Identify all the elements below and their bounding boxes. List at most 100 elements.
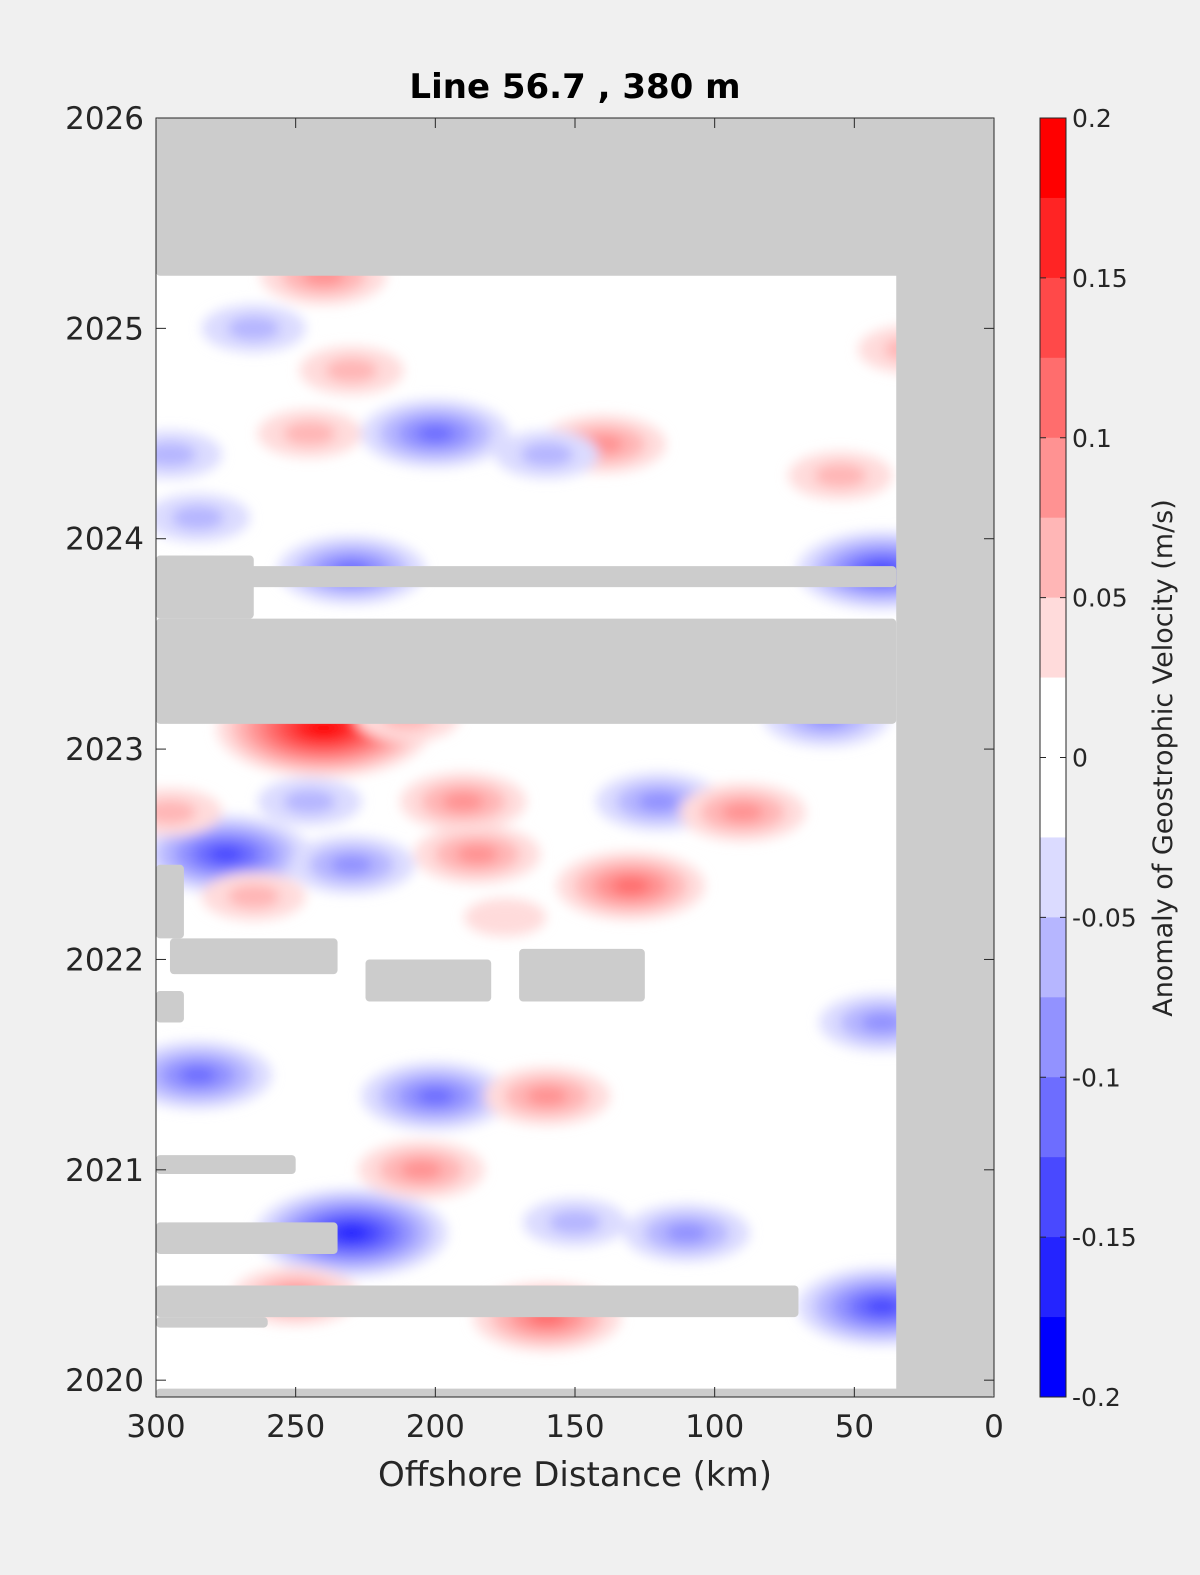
- colorbar-label: Anomaly of Geostrophic Velocity (m/s): [1148, 499, 1179, 1017]
- missing-data-region: [156, 864, 184, 939]
- contour-band: [521, 442, 574, 467]
- contour-band: [612, 877, 650, 895]
- missing-data-regions: [156, 118, 994, 1397]
- anomaly-blob: [523, 1198, 627, 1247]
- anomaly-blob: [484, 1067, 611, 1126]
- anomaly-blob: [201, 304, 306, 353]
- missing-data-region: [156, 1285, 799, 1318]
- colorbar-segment: [1040, 677, 1066, 758]
- anomaly-blob: [400, 772, 527, 831]
- x-tick-label: 50: [835, 1409, 874, 1445]
- contour-band: [814, 463, 867, 488]
- colorbar-tick-label: 0.05: [1072, 584, 1128, 613]
- missing-data-region: [156, 1317, 268, 1328]
- x-axis-ticks: 300 250 200 150 100 50 0: [126, 118, 1004, 1445]
- anomaly-blob: [156, 788, 222, 837]
- colorbar-segment: [1040, 757, 1066, 838]
- y-tick-label: 2023: [65, 732, 144, 768]
- anomaly-blob: [414, 825, 541, 884]
- anomaly-blob: [495, 430, 600, 479]
- contour-band: [526, 1086, 569, 1106]
- colorbar-tick-label: 0.15: [1072, 264, 1128, 293]
- missing-data-region: [156, 618, 897, 724]
- x-tick-label: 250: [266, 1409, 325, 1445]
- contour-band: [865, 1298, 900, 1315]
- contour-band: [416, 425, 454, 443]
- colorbar-segment: [1040, 1237, 1066, 1318]
- colorbar-ticks: 0.2 0.15 0.1 0.05 0 -0.05 -0.1 -0.15 -0.2: [1040, 104, 1137, 1412]
- contour-band: [156, 800, 196, 825]
- y-tick-label: 2025: [65, 311, 144, 347]
- anomaly-blob: [201, 872, 306, 921]
- colorbar-tick-label: 0.1: [1072, 424, 1112, 453]
- contour-band: [171, 505, 224, 530]
- anomaly-blob: [464, 898, 547, 937]
- x-tick-label: 300: [126, 1409, 185, 1445]
- anomaly-blob: [361, 1062, 510, 1131]
- colorbar-segment: [1040, 277, 1066, 359]
- anomaly-blob: [556, 851, 705, 920]
- chart-title: Line 56.7 , 380 m: [409, 67, 740, 107]
- contour-band: [308, 721, 339, 736]
- missing-data-region: [896, 118, 994, 1397]
- y-tick-label: 2022: [65, 942, 144, 978]
- anomaly-blob: [257, 409, 362, 458]
- contour-band: [416, 1087, 454, 1105]
- anomaly-blob: [288, 835, 415, 894]
- x-axis-label: Offshore Distance (km): [378, 1455, 772, 1495]
- colorbar-tick-label: 0.2: [1072, 104, 1112, 133]
- missing-data-region: [519, 948, 645, 1002]
- y-tick-label: 2024: [65, 522, 144, 558]
- contour-band: [335, 1225, 368, 1241]
- contour-band: [721, 802, 764, 822]
- missing-data-region: [156, 118, 994, 276]
- colorbar-segment: [1040, 597, 1066, 679]
- anomaly-blob: [361, 399, 510, 468]
- colorbar-segment: [1040, 1317, 1066, 1398]
- colorbar: [1039, 117, 1067, 1398]
- contour-band: [665, 1223, 708, 1243]
- y-tick-label: 2026: [65, 101, 144, 137]
- plot-area: [156, 118, 994, 1397]
- x-tick-label: 100: [685, 1409, 744, 1445]
- anomaly-blob: [255, 1188, 448, 1277]
- anomaly-blob: [623, 1203, 750, 1262]
- anomaly-blob: [156, 1041, 272, 1110]
- contour-band: [861, 1012, 904, 1033]
- anomaly-blob: [156, 493, 250, 542]
- anomaly-blob: [358, 1140, 485, 1199]
- x-tick-label: 0: [984, 1409, 1004, 1445]
- colorbar-tick-label: 0: [1072, 744, 1088, 773]
- anomaly-blob: [156, 815, 311, 894]
- y-axis-ticks: 2020 2021 2022 2023 2024 2025 2026: [65, 101, 994, 1399]
- anomaly-blob: [299, 346, 404, 395]
- contour-band: [283, 789, 336, 814]
- y-tick-label: 2020: [65, 1363, 144, 1399]
- contour-band: [156, 442, 196, 467]
- y-tick-label: 2021: [65, 1153, 144, 1189]
- colorbar-segment: [1040, 837, 1066, 918]
- contour-band: [464, 898, 547, 937]
- anomaly-blob: [156, 430, 222, 479]
- missing-data-region: [169, 938, 338, 975]
- colorbar-tick-label: -0.2: [1072, 1383, 1121, 1412]
- colorbar-segment: [1040, 997, 1066, 1078]
- colorbar-segment: [1040, 118, 1066, 199]
- missing-data-region: [156, 566, 897, 588]
- contour-band: [400, 1160, 443, 1180]
- x-tick-label: 200: [406, 1409, 465, 1445]
- x-tick-label: 150: [545, 1409, 604, 1445]
- contour-band: [179, 1066, 217, 1084]
- contour-band: [637, 791, 680, 812]
- contour-band: [330, 855, 373, 875]
- anomaly-blob: [257, 777, 362, 826]
- anomaly-blob: [679, 783, 806, 842]
- missing-data-region: [156, 1222, 338, 1254]
- contour-band: [325, 358, 378, 383]
- colorbar-segment: [1040, 917, 1066, 998]
- contour-band: [442, 791, 485, 812]
- contour-band: [227, 316, 280, 341]
- colorbar-tick-label: -0.1: [1072, 1063, 1121, 1092]
- anomaly-blob: [788, 451, 893, 500]
- colorbar-tick-label: -0.15: [1072, 1223, 1137, 1252]
